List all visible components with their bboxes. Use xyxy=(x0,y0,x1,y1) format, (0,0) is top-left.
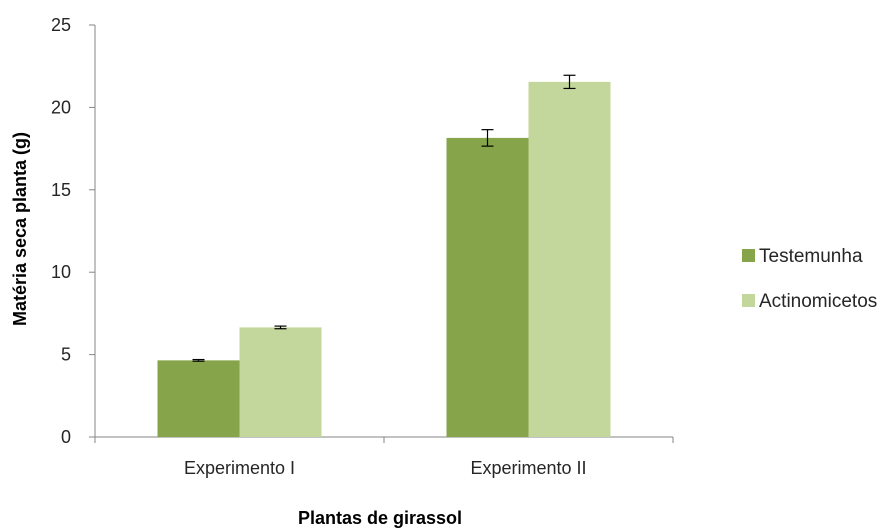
y-tick-label: 5 xyxy=(61,345,71,365)
y-tick-label: 15 xyxy=(51,180,71,200)
bar xyxy=(446,137,529,437)
legend-swatch xyxy=(742,249,755,262)
legend-swatch xyxy=(742,294,755,307)
legend-label: Actinomicetos xyxy=(759,291,877,312)
legend: Testemunha Actinomicetos xyxy=(742,246,877,312)
legend-label: Testemunha xyxy=(759,246,863,267)
error-bars xyxy=(192,74,576,362)
bars xyxy=(157,81,611,437)
x-tick-label: Experimento I xyxy=(184,458,295,478)
y-tick-label: 25 xyxy=(51,15,71,35)
bar xyxy=(157,360,240,437)
y-axis-title: Matéria seca planta (g) xyxy=(10,132,30,326)
x-ticks: Experimento I Experimento II xyxy=(94,437,674,478)
x-axis-title: Plantas de girassol xyxy=(298,508,462,528)
bar xyxy=(239,327,322,437)
y-tick-label: 10 xyxy=(51,262,71,282)
y-tick-label: 0 xyxy=(61,427,71,447)
x-tick-label: Experimento II xyxy=(470,458,586,478)
bar xyxy=(528,81,611,437)
y-tick-label: 20 xyxy=(51,97,71,117)
y-ticks: 0 5 10 15 20 25 xyxy=(51,15,95,447)
